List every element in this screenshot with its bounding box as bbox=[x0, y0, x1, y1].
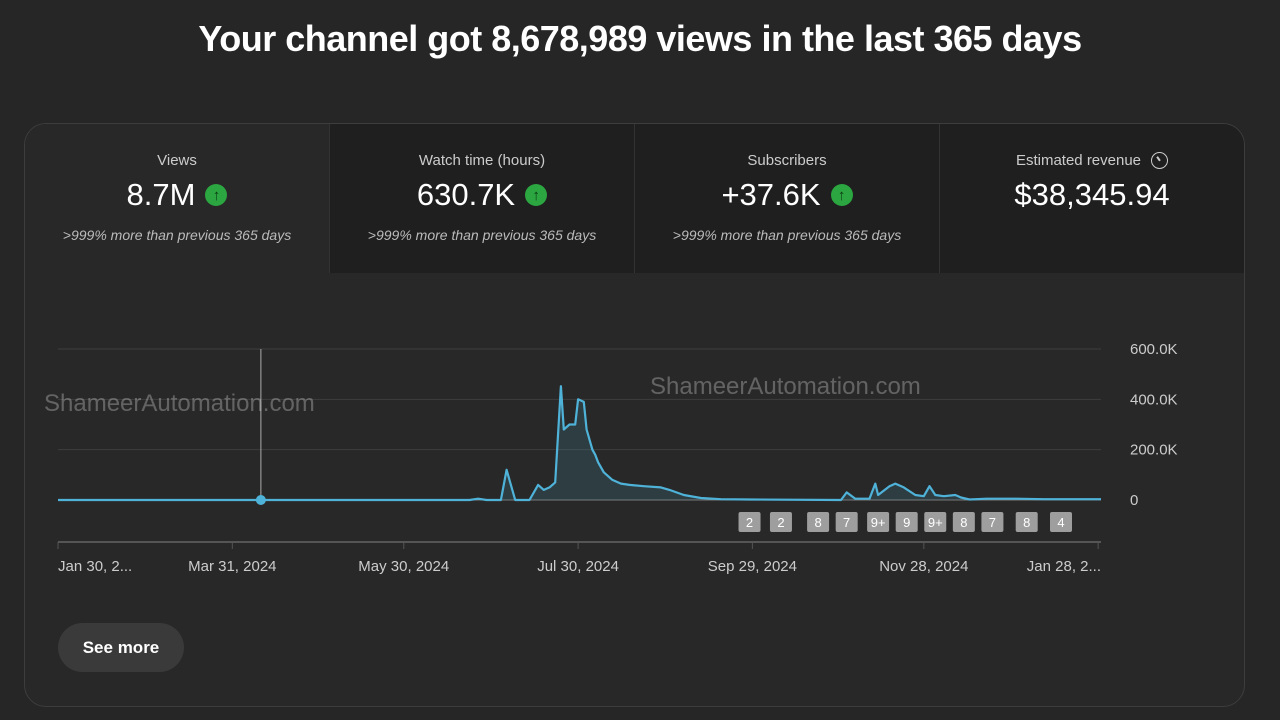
metric-tabs: Views 8.7M ↑ >999% more than previous 365… bbox=[25, 124, 1244, 273]
y-tick-label: 600.0K bbox=[1130, 341, 1178, 358]
tab-comparison: >999% more than previous 365 days bbox=[672, 227, 902, 243]
tab-label: Views bbox=[157, 152, 197, 169]
y-tick-label: 400.0K bbox=[1130, 391, 1178, 408]
page-title: Your channel got 8,678,989 views in the … bbox=[198, 18, 1082, 59]
x-tick-label: May 30, 2024 bbox=[358, 558, 449, 575]
annotation-badge[interactable] bbox=[867, 512, 890, 532]
annotation-badge-label: 2 bbox=[746, 515, 753, 530]
analytics-card: Views 8.7M ↑ >999% more than previous 365… bbox=[24, 123, 1245, 707]
annotation-badge-label: 9+ bbox=[928, 515, 943, 530]
x-tick-label: Sep 29, 2024 bbox=[708, 558, 797, 575]
watermark: ShameerAutomation.com bbox=[650, 373, 921, 400]
tab-revenue[interactable]: Estimated revenue $38,345.94 bbox=[939, 124, 1244, 273]
annotation-badge-label: 9 bbox=[903, 515, 910, 530]
annotation-badge-label: 9+ bbox=[871, 515, 886, 530]
annotation-badge[interactable] bbox=[835, 512, 858, 532]
annotation-badge-label: 7 bbox=[843, 515, 850, 530]
annotation-badge[interactable] bbox=[924, 512, 947, 532]
annotation-badge[interactable] bbox=[981, 512, 1004, 532]
annotation-badge-label: 8 bbox=[960, 515, 967, 530]
tab-comparison: >999% more than previous 365 days bbox=[62, 227, 292, 243]
series-area bbox=[58, 386, 1101, 500]
hover-point bbox=[255, 495, 266, 505]
annotation-badge[interactable] bbox=[1015, 512, 1038, 532]
annotation-badge[interactable] bbox=[952, 512, 975, 532]
x-tick-label: Mar 31, 2024 bbox=[188, 558, 276, 575]
tab-label: Estimated revenue bbox=[1015, 152, 1142, 169]
tab-label: Watch time (hours) bbox=[418, 152, 546, 169]
see-more-button[interactable]: See more bbox=[58, 623, 184, 672]
tab-watch-time[interactable]: Watch time (hours) 630.7K ↑ >999% more th… bbox=[329, 124, 634, 273]
clock-icon bbox=[1151, 152, 1169, 169]
annotation-badge-label: 8 bbox=[814, 515, 821, 530]
arrow-up-icon: ↑ bbox=[830, 184, 853, 206]
tab-value: $38,345.94 bbox=[1014, 177, 1170, 212]
arrow-up-icon: ↑ bbox=[525, 184, 548, 206]
annotation-badge[interactable] bbox=[1049, 512, 1072, 532]
x-tick-label: Jul 30, 2024 bbox=[537, 558, 619, 575]
x-tick-label: Jan 28, 2... bbox=[1027, 558, 1101, 575]
tab-value: 8.7M bbox=[126, 177, 196, 212]
annotation-badge[interactable] bbox=[769, 512, 792, 532]
tab-label: Subscribers bbox=[747, 152, 827, 169]
annotation-badge-label: 8 bbox=[1023, 515, 1030, 530]
tab-comparison: >999% more than previous 365 days bbox=[367, 227, 597, 243]
annotation-badge-label: 7 bbox=[989, 515, 996, 530]
annotation-badge-label: 2 bbox=[777, 515, 784, 530]
annotation-badge-label: 4 bbox=[1057, 515, 1064, 530]
tab-value: 630.7K bbox=[416, 177, 516, 212]
annotation-badge[interactable] bbox=[895, 512, 918, 532]
annotation-badge[interactable] bbox=[738, 512, 761, 532]
tab-subscribers[interactable]: Subscribers +37.6K ↑ >999% more than prev… bbox=[634, 124, 939, 273]
x-tick-label: Jan 30, 2... bbox=[58, 558, 132, 575]
tab-value: +37.6K bbox=[721, 177, 821, 212]
tab-views[interactable]: Views 8.7M ↑ >999% more than previous 365… bbox=[25, 124, 329, 273]
y-tick-label: 200.0K bbox=[1130, 442, 1178, 459]
arrow-up-icon: ↑ bbox=[205, 184, 228, 206]
y-tick-label: 0 bbox=[1130, 492, 1138, 509]
x-tick-label: Nov 28, 2024 bbox=[879, 558, 968, 575]
watermark: ShameerAutomation.com bbox=[44, 390, 315, 417]
series-line bbox=[58, 385, 1101, 502]
annotation-badge[interactable] bbox=[807, 512, 830, 532]
